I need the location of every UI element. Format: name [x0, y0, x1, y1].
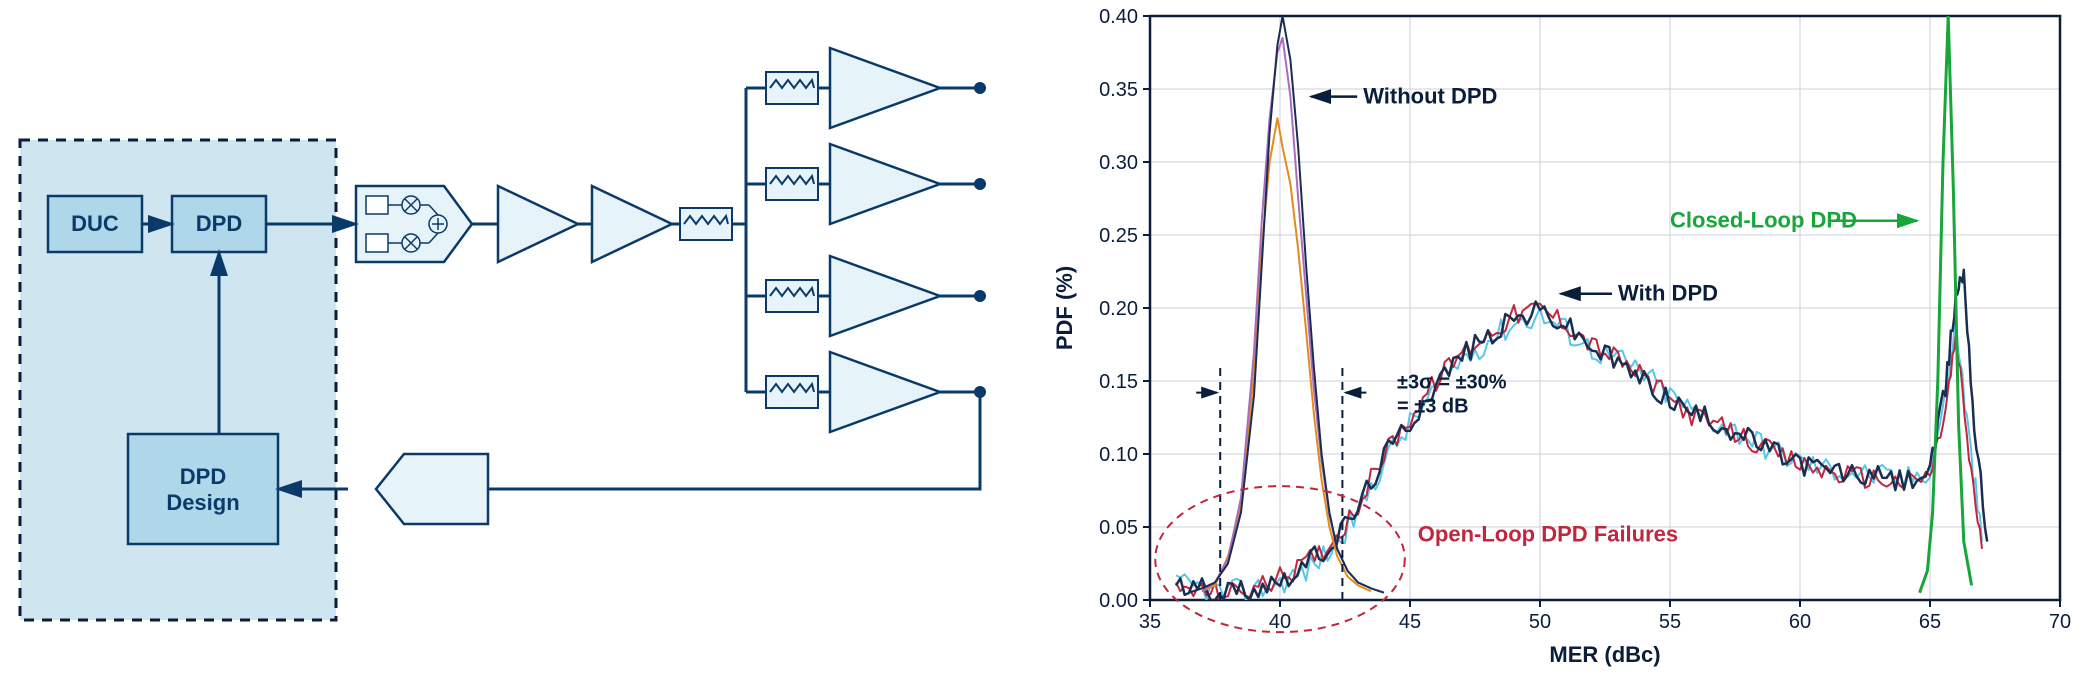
svg-text:Closed-Loop DPD: Closed-Loop DPD: [1670, 208, 1857, 233]
ytick-label: 0.20: [1099, 298, 1138, 320]
attenuator-1: [766, 72, 818, 104]
x-axis-label: MER (dBc): [1549, 642, 1660, 667]
adc-block: [376, 454, 488, 524]
ytick-label: 0.10: [1099, 444, 1138, 466]
xtick-label: 70: [2049, 611, 2071, 633]
annot-without-dpd: Without DPD: [1311, 84, 1497, 109]
svg-text:±3σ = ±30%: ±3σ = ±30%: [1397, 371, 1507, 393]
chart-panel: 35 40 45 50 55 60 65 70 0.00 0.05 0.10 0.15 0.20 0.25…: [1020, 0, 2089, 689]
modulator-block: [356, 186, 472, 262]
xtick-label: 65: [1919, 611, 1941, 633]
ytick-label: 0.05: [1099, 517, 1138, 539]
annot-closed-loop: Closed-Loop DPD: [1670, 208, 1917, 233]
svg-text:DUC: DUC: [71, 211, 119, 236]
annot-with-dpd: With DPD: [1561, 281, 1718, 306]
ytick-label: 0.40: [1099, 6, 1138, 28]
svg-text:DPD: DPD: [180, 464, 226, 489]
svg-text:With DPD: With DPD: [1618, 281, 1718, 306]
ytick-label: 0.25: [1099, 225, 1138, 247]
power-amp-1: [830, 48, 940, 128]
preamp-2: [592, 186, 672, 262]
antenna-port-1: [974, 82, 986, 94]
annot-sigma: ±3σ = ±30%= ±3 dB: [1397, 371, 1507, 417]
svg-text:= ±3 dB: = ±3 dB: [1397, 395, 1469, 417]
dpd-block: DPD: [172, 196, 266, 252]
block-diagram-svg: DUCDPDDPDDesign: [0, 0, 1020, 689]
antenna-port-3: [974, 290, 986, 302]
ytick-label: 0.15: [1099, 371, 1138, 393]
xtick-label: 50: [1529, 611, 1551, 633]
ytick-label: 0.35: [1099, 79, 1138, 101]
dpd-design-block: DPDDesign: [128, 434, 278, 544]
ytick-label: 0.00: [1099, 590, 1138, 612]
svg-text:DPD: DPD: [196, 211, 242, 236]
power-amp-4: [830, 352, 940, 432]
attenuator-3: [766, 280, 818, 312]
svg-text:Open-Loop DPD Failures: Open-Loop DPD Failures: [1418, 522, 1678, 547]
grid: [1150, 16, 2060, 600]
xtick-label: 45: [1399, 611, 1421, 633]
preamp-1: [498, 186, 578, 262]
xtick-label: 35: [1139, 611, 1161, 633]
ytick-label: 0.30: [1099, 152, 1138, 174]
antenna-port-2: [974, 178, 986, 190]
duc-block: DUC: [48, 196, 142, 252]
xtick-label: 60: [1789, 611, 1811, 633]
power-amp-3: [830, 256, 940, 336]
xtick-label: 55: [1659, 611, 1681, 633]
attenuator-2: [766, 168, 818, 200]
attenuator-main: [680, 208, 732, 240]
power-amp-2: [830, 144, 940, 224]
annot-open-loop-fail: Open-Loop DPD Failures: [1418, 522, 1678, 547]
y-axis-label: PDF (%): [1052, 266, 1077, 350]
block-diagram-panel: DUCDPDDPDDesign: [0, 0, 1020, 689]
xtick-label: 40: [1269, 611, 1291, 633]
svg-text:Design: Design: [166, 490, 239, 515]
attenuator-4: [766, 376, 818, 408]
pdf-chart-svg: 35 40 45 50 55 60 65 70 0.00 0.05 0.10 0.15 0.20 0.25…: [1020, 0, 2089, 689]
svg-text:Without DPD: Without DPD: [1363, 84, 1497, 109]
